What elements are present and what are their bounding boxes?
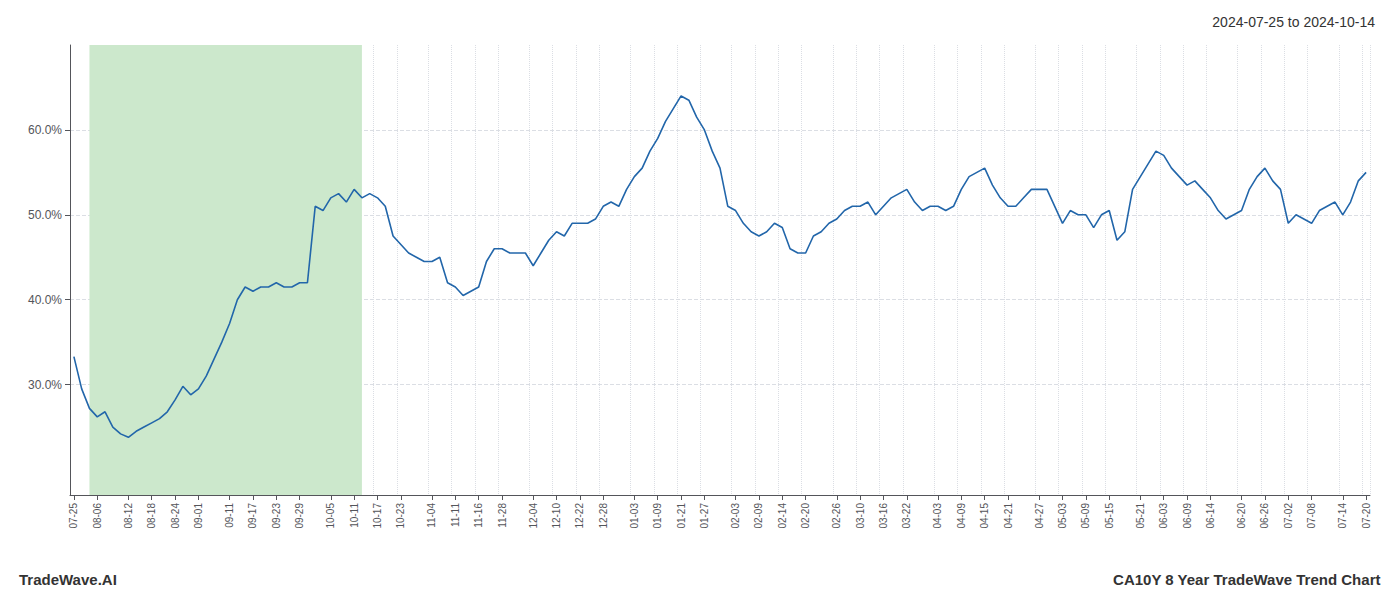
svg-text:02-14: 02-14 bbox=[777, 503, 788, 529]
svg-text:07-25: 07-25 bbox=[68, 503, 79, 529]
svg-text:06-20: 06-20 bbox=[1236, 503, 1247, 529]
svg-text:04-27: 04-27 bbox=[1034, 503, 1045, 529]
svg-text:08-24: 08-24 bbox=[170, 503, 181, 529]
svg-text:09-23: 09-23 bbox=[271, 503, 282, 529]
svg-text:12-04: 12-04 bbox=[528, 503, 539, 529]
svg-text:40.0%: 40.0% bbox=[28, 293, 62, 307]
svg-text:04-15: 04-15 bbox=[979, 503, 990, 529]
svg-text:01-27: 01-27 bbox=[699, 503, 710, 529]
svg-text:10-17: 10-17 bbox=[372, 503, 383, 529]
svg-text:09-29: 09-29 bbox=[294, 503, 305, 529]
svg-text:50.0%: 50.0% bbox=[28, 208, 62, 222]
svg-text:30.0%: 30.0% bbox=[28, 378, 62, 392]
svg-text:10-11: 10-11 bbox=[349, 503, 360, 528]
svg-text:09-17: 09-17 bbox=[247, 503, 258, 529]
svg-text:03-10: 03-10 bbox=[855, 503, 866, 529]
svg-text:12-10: 12-10 bbox=[551, 503, 562, 529]
svg-text:07-14: 07-14 bbox=[1337, 503, 1348, 529]
svg-text:12-22: 12-22 bbox=[574, 503, 585, 529]
svg-text:TradeWave.AI: TradeWave.AI bbox=[19, 571, 117, 588]
svg-text:11-11: 11-11 bbox=[450, 503, 461, 528]
svg-text:07-08: 07-08 bbox=[1306, 503, 1317, 529]
svg-text:01-21: 01-21 bbox=[676, 503, 687, 529]
svg-text:02-09: 02-09 bbox=[753, 503, 764, 529]
svg-text:06-03: 06-03 bbox=[1158, 503, 1169, 529]
svg-text:CA10Y 8 Year TradeWave Trend C: CA10Y 8 Year TradeWave Trend Chart bbox=[1113, 571, 1380, 588]
svg-text:04-09: 04-09 bbox=[956, 503, 967, 529]
svg-text:05-09: 05-09 bbox=[1080, 503, 1091, 529]
svg-text:01-03: 01-03 bbox=[629, 503, 640, 529]
svg-text:01-09: 01-09 bbox=[652, 503, 663, 529]
svg-text:03-16: 03-16 bbox=[878, 503, 889, 529]
svg-text:10-05: 10-05 bbox=[325, 503, 336, 529]
svg-text:11-04: 11-04 bbox=[426, 503, 437, 528]
svg-text:06-26: 06-26 bbox=[1259, 503, 1270, 529]
svg-text:05-03: 05-03 bbox=[1057, 503, 1068, 529]
svg-text:03-22: 03-22 bbox=[901, 503, 912, 529]
svg-text:09-11: 09-11 bbox=[224, 503, 235, 528]
svg-text:06-14: 06-14 bbox=[1205, 503, 1216, 529]
svg-text:05-21: 05-21 bbox=[1135, 503, 1146, 529]
svg-text:11-16: 11-16 bbox=[473, 503, 484, 528]
svg-text:04-03: 04-03 bbox=[932, 503, 943, 529]
svg-text:05-15: 05-15 bbox=[1104, 503, 1115, 529]
svg-text:07-02: 07-02 bbox=[1283, 503, 1294, 529]
svg-text:10-23: 10-23 bbox=[395, 503, 406, 529]
svg-text:12-28: 12-28 bbox=[598, 503, 609, 529]
svg-text:60.0%: 60.0% bbox=[28, 123, 62, 137]
svg-text:02-26: 02-26 bbox=[831, 503, 842, 529]
svg-text:09-01: 09-01 bbox=[193, 503, 204, 529]
svg-text:02-20: 02-20 bbox=[800, 503, 811, 529]
svg-text:07-20: 07-20 bbox=[1361, 503, 1372, 529]
svg-text:02-03: 02-03 bbox=[730, 503, 741, 529]
svg-text:06-09: 06-09 bbox=[1182, 503, 1193, 529]
svg-text:11-28: 11-28 bbox=[497, 503, 508, 528]
svg-text:2024-07-25 to 2024-10-14: 2024-07-25 to 2024-10-14 bbox=[1212, 14, 1375, 30]
svg-text:08-12: 08-12 bbox=[123, 503, 134, 529]
svg-text:04-21: 04-21 bbox=[1003, 503, 1014, 529]
svg-text:08-18: 08-18 bbox=[146, 503, 157, 529]
svg-text:08-06: 08-06 bbox=[92, 503, 103, 529]
